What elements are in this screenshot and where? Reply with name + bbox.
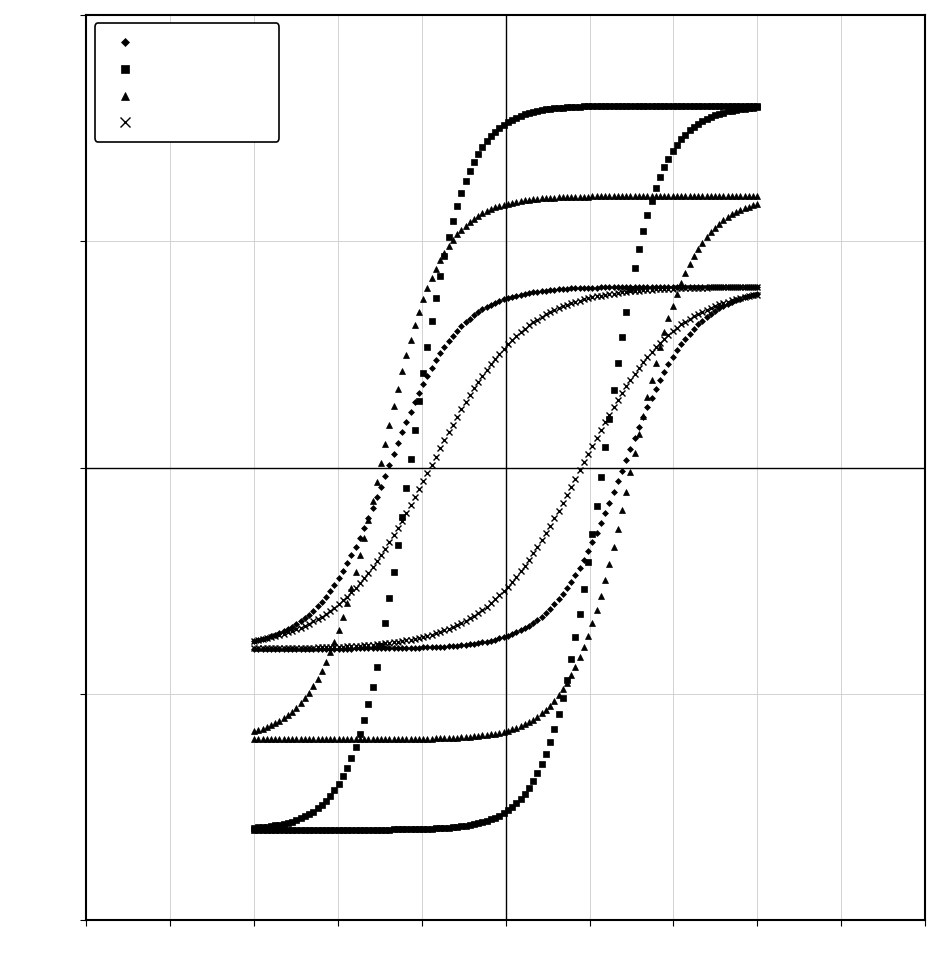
x=0 (646, 281, 657, 293)
x=0.005 (384, 536, 395, 548)
Legend: x=0, x=0.001, x=0.003, x=0.005: x=0, x=0.001, x=0.003, x=0.005 (95, 24, 279, 142)
x=0.003 (384, 419, 395, 431)
x=0.001 (735, 100, 746, 112)
x=0.005 (735, 281, 746, 293)
x=0 (354, 532, 366, 544)
x=0.005 (354, 577, 366, 589)
x=0.001 (527, 106, 539, 118)
x=0.003 (248, 725, 259, 737)
Line: x=0.005: x=0.005 (251, 283, 760, 644)
x=0.003 (527, 193, 539, 205)
x=0.005 (595, 290, 606, 302)
x=0.001 (354, 728, 366, 740)
x=0.003 (354, 550, 366, 562)
x=0.001 (752, 100, 763, 112)
x=0 (248, 635, 259, 647)
Line: x=0.003: x=0.003 (251, 193, 760, 734)
x=0.005 (646, 284, 657, 296)
Line: x=0: x=0 (252, 284, 760, 643)
x=0.001 (384, 593, 395, 605)
x=0.005 (527, 317, 539, 328)
x=0 (752, 280, 763, 292)
x=0.005 (248, 635, 259, 647)
x=0.001 (248, 822, 259, 834)
x=0.001 (595, 100, 606, 112)
x=0.003 (646, 190, 657, 202)
x=0.003 (735, 190, 746, 202)
x=0 (595, 281, 606, 293)
x=0.003 (752, 190, 763, 202)
x=0 (527, 286, 539, 298)
x=0.005 (752, 281, 763, 293)
x=0.003 (595, 190, 606, 202)
Line: x=0.001: x=0.001 (251, 103, 760, 831)
x=0.001 (646, 100, 657, 112)
x=0 (384, 459, 395, 470)
x=0 (735, 280, 746, 292)
